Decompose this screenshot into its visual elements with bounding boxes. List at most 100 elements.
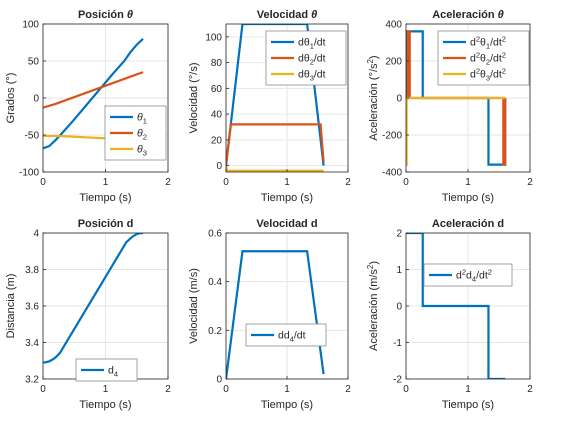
- series-line-1: [43, 38, 144, 150]
- series-line-3: [406, 96, 506, 166]
- legend: θ1 θ2 θ3: [104, 105, 167, 161]
- y-tick-label: 0.4: [208, 277, 222, 288]
- x-tick-label: 1: [103, 177, 109, 188]
- series-line-1: [43, 233, 144, 364]
- x-tick-label: 1: [284, 177, 290, 188]
- y-tick-label: -2: [393, 375, 402, 386]
- y-tick-label: 60: [211, 84, 223, 95]
- y-tick-label: 80: [211, 58, 223, 69]
- y-tick-label: 4: [33, 229, 39, 240]
- y-axis-label: Velocidad (m/s): [188, 268, 200, 344]
- x-tick-label: 2: [165, 384, 171, 395]
- legend-label: d4: [108, 365, 118, 379]
- legend-box: [245, 323, 327, 347]
- y-tick-label: 0: [216, 161, 222, 172]
- subplot-3: 0 1 2 -400 -200 0 200 400 Aceleración θ Tiempo (s…: [366, 9, 533, 204]
- chart-title: Velocidad d: [256, 218, 317, 230]
- y-tick-label: -1: [393, 338, 402, 349]
- legend-label: dθ3/dt: [298, 69, 326, 83]
- legend-label: dθ1/dt: [298, 37, 326, 51]
- y-tick-label: 0: [396, 94, 402, 105]
- x-tick-label: 1: [465, 384, 471, 395]
- legend-label: d2θ3/dt2: [470, 67, 506, 83]
- legend: d2d4/dt2: [423, 263, 513, 287]
- y-axis-label: Aceleración (m/s2): [366, 261, 380, 351]
- x-tick-label: 0: [223, 177, 229, 188]
- series-line-3: [226, 165, 324, 172]
- legend-label: θ3: [137, 144, 147, 158]
- x-tick-label: 2: [165, 177, 171, 188]
- legend: dd4/dt: [245, 323, 327, 347]
- x-tick-label: 2: [527, 177, 533, 188]
- y-tick-label: 50: [28, 57, 40, 68]
- x-tick-label: 2: [345, 384, 351, 395]
- x-tick-label: 2: [527, 384, 533, 395]
- x-tick-label: 1: [103, 384, 109, 395]
- subplot-6: 0 1 2 -2 -1 0 1 2 Aceleración d Tiempo (s) Acelera…: [366, 218, 533, 411]
- y-axis-label: Aceleración (°/s2): [366, 55, 380, 140]
- legend-label: θ2: [137, 128, 147, 142]
- y-tick-label: 2: [396, 229, 402, 240]
- series-line-2: [43, 71, 144, 109]
- y-axis-label: Velocidad (°/s): [188, 62, 200, 133]
- x-tick-label: 1: [284, 384, 290, 395]
- y-axis-label: Distancia (m): [5, 274, 17, 339]
- chart-title: Velocidad θ: [257, 9, 318, 21]
- y-axis-label: Grados (°): [5, 73, 17, 124]
- y-tick-label: 40: [211, 110, 223, 121]
- series-line-1: [406, 233, 506, 379]
- x-axis-label: Tiempo (s): [261, 399, 313, 411]
- y-tick-label: 100: [22, 20, 39, 31]
- y-tick-label: 1: [396, 265, 402, 276]
- y-tick-label: 400: [385, 20, 402, 31]
- y-tick-label: 3.6: [25, 302, 39, 313]
- legend-label: d2θ1/dt2: [470, 35, 506, 51]
- y-tick-label: 200: [385, 57, 402, 68]
- subplot-1: 0 1 2 -100 -50 0 50 100 Posición θ Tiempo (s) Grad…: [5, 9, 171, 204]
- x-axis-label: Tiempo (s): [79, 399, 131, 411]
- subplot-5: 0 1 2 0 0.2 0.4 0.6 Velocidad d Tiempo (s) Veloci…: [188, 218, 351, 411]
- chart-title: Posición d: [78, 218, 134, 230]
- y-tick-label: -400: [382, 168, 402, 179]
- subplot-4: 0 1 2 3.2 3.4 3.6 3.8 4 Posición d Tiempo (s) Dist…: [5, 218, 171, 411]
- x-axis-label: Tiempo (s): [442, 399, 494, 411]
- x-axis-label: Tiempo (s): [261, 192, 313, 204]
- x-axis-label: Tiempo (s): [442, 192, 494, 204]
- legend-label: dθ2/dt: [298, 53, 326, 67]
- legend-label: dd4/dt: [278, 330, 306, 344]
- series-line-2: [226, 123, 325, 166]
- x-tick-label: 0: [403, 384, 409, 395]
- x-tick-label: 1: [465, 177, 471, 188]
- x-tick-label: 0: [40, 177, 46, 188]
- y-tick-label: -200: [382, 131, 402, 142]
- x-tick-label: 0: [403, 177, 409, 188]
- series-line-1: [226, 250, 325, 379]
- y-tick-label: -50: [25, 131, 40, 142]
- y-tick-label: -100: [19, 168, 39, 179]
- y-tick-label: 0.2: [208, 326, 222, 337]
- x-tick-label: 0: [40, 384, 46, 395]
- y-tick-label: 0: [396, 302, 402, 313]
- chart-title: Aceleración θ: [432, 9, 504, 21]
- chart-title: Posición θ: [78, 9, 133, 21]
- legend-label: d2θ2/dt2: [470, 51, 506, 67]
- legend-box: [75, 358, 138, 382]
- y-tick-label: 100: [205, 32, 222, 43]
- legend: d4: [75, 358, 138, 382]
- y-tick-label: 0.6: [208, 229, 222, 240]
- legend: dθ1/dt dθ2/dt dθ3/dt: [265, 30, 347, 86]
- y-tick-label: 3.2: [25, 375, 39, 386]
- chart-title: Aceleración d: [432, 218, 504, 230]
- series-line-1: [226, 24, 325, 166]
- x-axis-label: Tiempo (s): [79, 192, 131, 204]
- y-tick-label: 3.8: [25, 265, 39, 276]
- x-tick-label: 2: [345, 177, 351, 188]
- y-tick-label: 0: [33, 94, 39, 105]
- x-tick-label: 0: [223, 384, 229, 395]
- y-tick-label: 3.4: [25, 338, 39, 349]
- legend-label: θ1: [137, 112, 147, 126]
- y-tick-label: 20: [211, 135, 223, 146]
